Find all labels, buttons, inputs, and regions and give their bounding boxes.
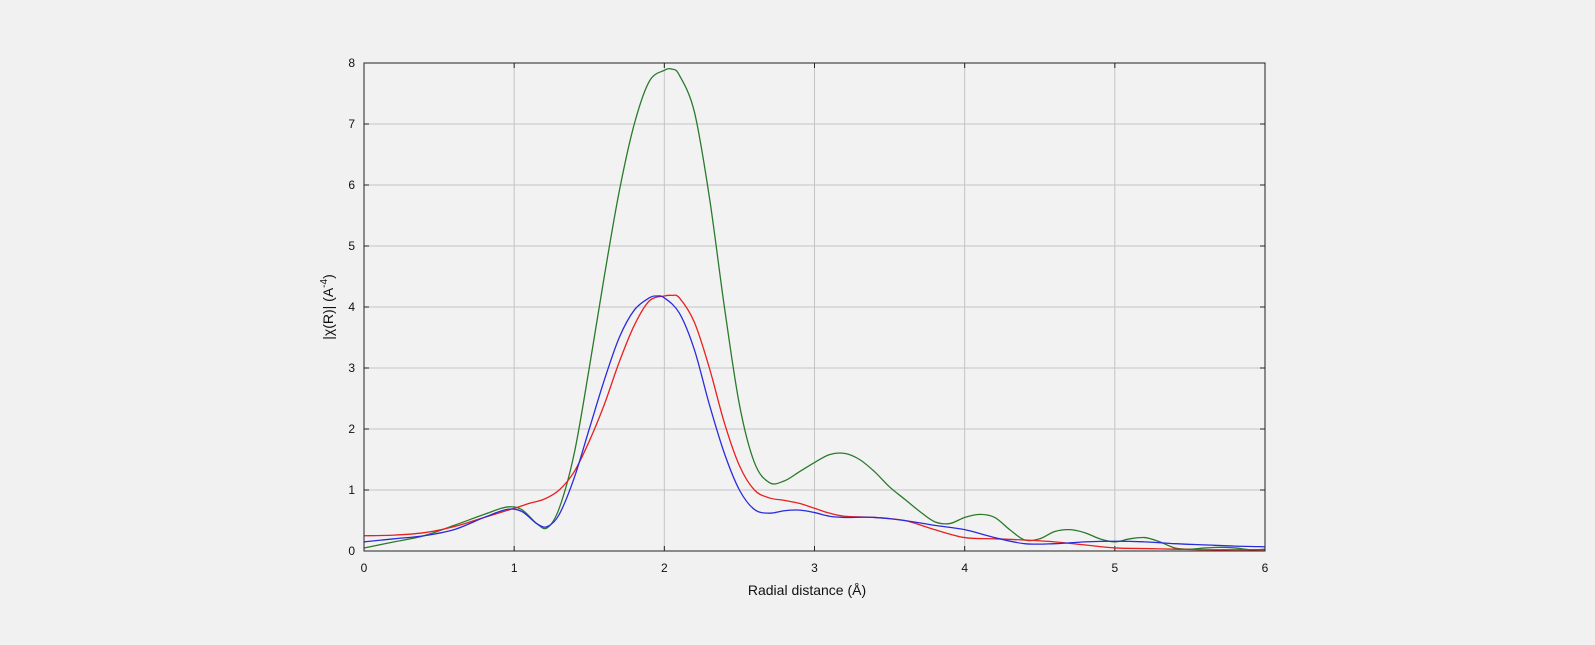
y-tick-label: 0 <box>348 544 355 558</box>
y-tick-label: 8 <box>348 56 355 70</box>
series-line-3 <box>363 295 1266 548</box>
y-tick-label: 4 <box>348 300 355 314</box>
y-tick-label: 7 <box>348 117 355 131</box>
x-tick-label: 1 <box>511 561 518 575</box>
y-tick-label: 3 <box>348 361 355 375</box>
x-tick-label: 4 <box>961 561 968 575</box>
y-tick-label: 5 <box>348 239 355 253</box>
y-axis-label-end: ) <box>320 274 336 279</box>
x-tick-label: 3 <box>811 561 818 575</box>
series-group <box>363 67 1266 551</box>
x-tick-label: 0 <box>361 561 368 575</box>
y-tick-labels: 0 1 2 3 4 5 6 7 8 <box>348 56 355 558</box>
x-axis-label: Radial distance (Å) <box>748 582 866 598</box>
x-tick-label: 5 <box>1111 561 1118 575</box>
series-line-2 <box>363 294 1265 551</box>
y-tick-label: 6 <box>348 178 355 192</box>
y-tick-label: 2 <box>348 422 355 436</box>
x-tick-label: 6 <box>1262 561 1269 575</box>
plot-frame <box>363 62 1266 552</box>
y-axis-label-sup: -4 <box>319 278 330 287</box>
y-tick-label: 1 <box>348 483 355 497</box>
y-axis-label-main: |χ(R)| (A <box>320 287 336 340</box>
y-axis-label: |χ(R)| (A-4) <box>319 274 336 340</box>
x-tick-label: 2 <box>661 561 668 575</box>
grid <box>364 63 1265 551</box>
x-tick-labels: 0 1 2 3 4 5 6 <box>361 561 1269 575</box>
